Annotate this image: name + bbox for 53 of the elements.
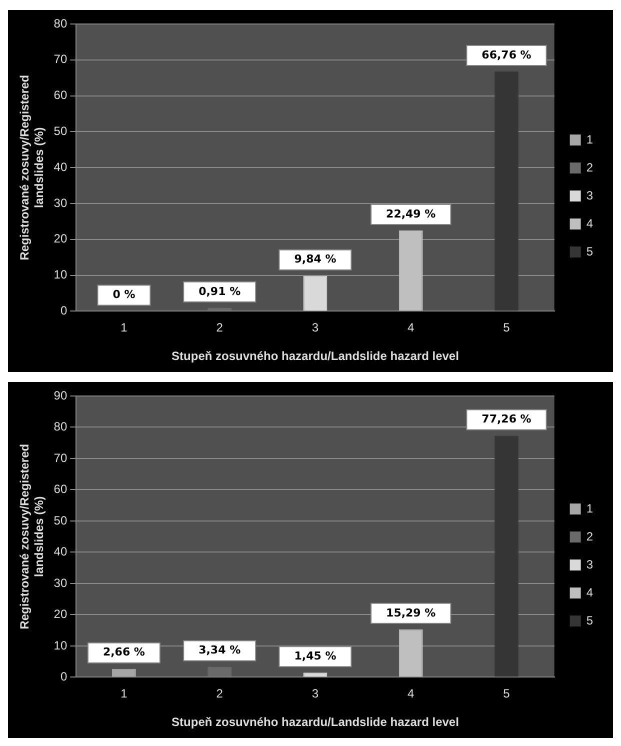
x-tick-label: 5 [503, 686, 510, 701]
y-tick-label: 60 [54, 88, 68, 102]
y-tick-label: 20 [54, 607, 68, 622]
x-tick-label: 2 [216, 686, 224, 701]
data-label: 9,84 % [294, 252, 336, 266]
y-tick-label: 70 [54, 52, 68, 66]
data-label: 0 % [112, 288, 136, 302]
y-tick-label: 20 [54, 232, 68, 246]
legend-label: 4 [586, 216, 594, 230]
data-label: 1,45 % [294, 650, 336, 663]
y-tick-label: 80 [54, 420, 68, 434]
y-tick-label: 30 [54, 576, 68, 590]
y-tick-label: 40 [54, 160, 68, 174]
data-label: 15,29 % [386, 606, 436, 620]
data-label: 3,34 % [198, 644, 241, 657]
legend-label: 5 [586, 244, 594, 258]
data-label: 66,76 % [482, 48, 532, 62]
y-axis-title: Registrované zosuvy/Registered landslides (%) [18, 444, 46, 630]
y-tick-label: 80 [54, 16, 68, 30]
y-tick-label: 10 [54, 268, 68, 282]
data-label: 2,66 % [102, 646, 145, 659]
legend-label: 5 [586, 613, 594, 628]
x-tick-label: 3 [312, 320, 319, 335]
y-tick-label: 60 [54, 482, 68, 496]
legend-label: 2 [586, 529, 594, 544]
y-tick-label: 10 [54, 638, 68, 652]
x-tick-label: 5 [503, 320, 510, 335]
x-tick-label: 4 [408, 320, 415, 335]
legend-label: 1 [586, 132, 594, 146]
y-tick-label: 0 [60, 670, 68, 684]
y-tick-label: 50 [54, 124, 68, 138]
legend-label: 3 [586, 557, 594, 572]
x-tick-label: 1 [120, 686, 128, 701]
y-tick-label: 50 [54, 513, 68, 528]
y-axis-title: Registrované zosuvy/Registered landslides (%) [18, 74, 46, 260]
legend-label: 1 [586, 501, 594, 516]
x-tick-label: 1 [120, 320, 128, 335]
legend-label: 4 [586, 585, 594, 600]
y-tick-label: 90 [54, 388, 68, 402]
data-label: 77,26 % [482, 412, 532, 426]
x-axis-title: Stupeň zosuvného hazardu/Landslide hazard level [172, 715, 459, 730]
y-tick-label: 30 [54, 196, 68, 210]
data-label: 0,91 % [198, 284, 241, 298]
legend-label: 2 [586, 160, 594, 174]
x-tick-label: 2 [216, 320, 224, 335]
data-label: 22,49 % [386, 207, 436, 220]
x-tick-label: 4 [408, 686, 415, 701]
legend-label: 3 [586, 188, 594, 202]
y-tick-label: 70 [54, 450, 68, 465]
y-tick-label: 0 [60, 304, 68, 318]
x-axis-title: Stupeň zosuvného hazardu/Landslide hazard level [172, 349, 459, 364]
y-tick-label: 40 [54, 544, 68, 559]
x-tick-label: 3 [312, 686, 319, 701]
